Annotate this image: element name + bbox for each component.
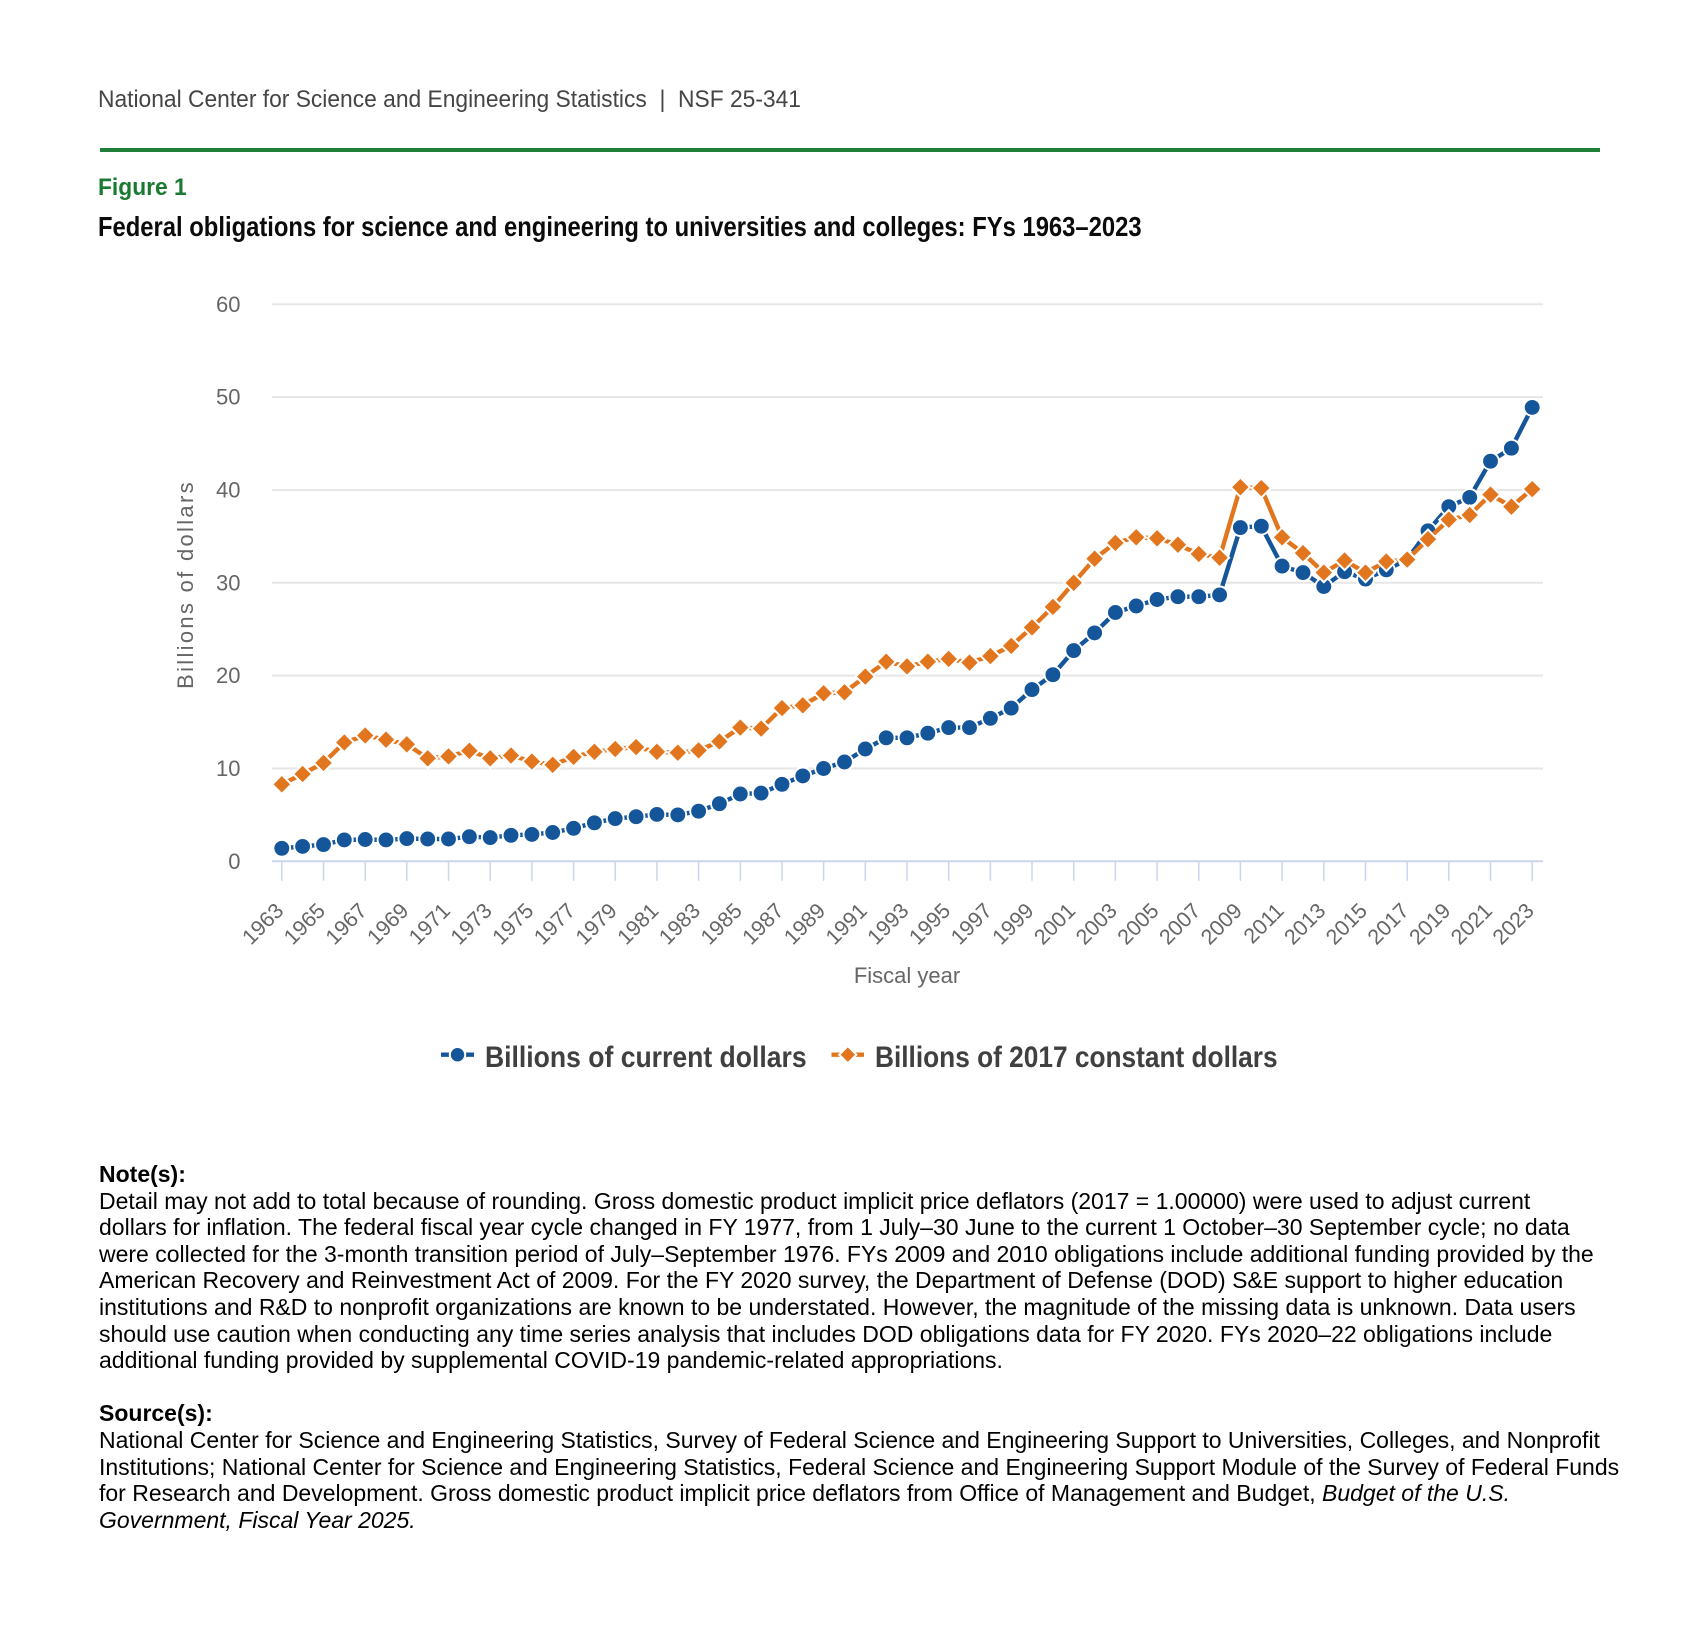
svg-text:Fiscal year: Fiscal year	[854, 963, 960, 988]
svg-text:2001: 2001	[1029, 899, 1080, 950]
svg-text:2011: 2011	[1239, 899, 1289, 949]
svg-text:0: 0	[228, 849, 240, 874]
svg-text:2015: 2015	[1321, 899, 1372, 950]
svg-text:1985: 1985	[696, 899, 747, 950]
svg-text:1993: 1993	[863, 899, 914, 950]
svg-text:2005: 2005	[1113, 899, 1164, 950]
svg-text:1975: 1975	[488, 899, 539, 950]
svg-text:1969: 1969	[363, 899, 414, 950]
svg-text:1979: 1979	[571, 899, 622, 950]
svg-text:1963: 1963	[238, 899, 289, 950]
svg-text:Billions of dollars: Billions of dollars	[173, 480, 198, 689]
svg-text:2009: 2009	[1196, 899, 1247, 950]
svg-text:1991: 1991	[821, 899, 872, 950]
svg-text:1971: 1971	[404, 899, 455, 950]
svg-text:1967: 1967	[321, 899, 372, 950]
svg-text:2019: 2019	[1405, 899, 1456, 950]
svg-text:1999: 1999	[988, 899, 1039, 950]
svg-text:1973: 1973	[446, 899, 497, 950]
svg-text:2003: 2003	[1071, 899, 1122, 950]
svg-text:1987: 1987	[738, 899, 789, 950]
svg-text:2017: 2017	[1363, 899, 1414, 950]
svg-text:2021: 2021	[1446, 899, 1497, 950]
svg-text:40: 40	[216, 478, 240, 503]
svg-text:50: 50	[216, 385, 240, 410]
svg-text:1997: 1997	[946, 899, 997, 950]
svg-text:60: 60	[216, 292, 240, 317]
svg-text:30: 30	[216, 570, 240, 595]
svg-text:1965: 1965	[279, 899, 330, 950]
svg-text:1983: 1983	[654, 899, 705, 950]
svg-text:1989: 1989	[779, 899, 830, 950]
svg-text:2013: 2013	[1280, 899, 1331, 950]
svg-text:1995: 1995	[904, 899, 955, 950]
svg-text:10: 10	[216, 756, 240, 781]
svg-text:1981: 1981	[613, 899, 664, 950]
svg-text:2023: 2023	[1488, 899, 1539, 950]
svg-text:20: 20	[216, 663, 240, 688]
svg-text:2007: 2007	[1155, 899, 1206, 950]
svg-text:1977: 1977	[529, 899, 580, 950]
